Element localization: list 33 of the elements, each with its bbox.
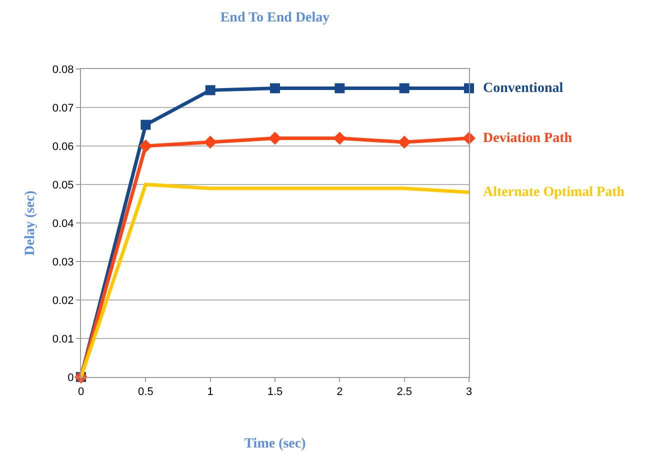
x-tick-label: 0 bbox=[78, 386, 84, 398]
x-tick-label: 1 bbox=[207, 386, 214, 398]
y-tick-label: 0.03 bbox=[52, 256, 74, 268]
y-tick-label: 0.02 bbox=[52, 294, 74, 307]
y-tick-label: 0 bbox=[68, 372, 74, 384]
series-label: Deviation Path bbox=[483, 131, 572, 146]
point bbox=[464, 83, 474, 94]
x-axis-title: Time (sec) bbox=[244, 436, 306, 452]
point bbox=[205, 85, 216, 96]
series-label: Conventional bbox=[483, 81, 564, 96]
point bbox=[334, 83, 345, 94]
y-tick-label: 0.07 bbox=[52, 102, 74, 114]
x-tick-label: 2 bbox=[336, 386, 343, 398]
point bbox=[399, 83, 410, 94]
y-tick-label: 0.01 bbox=[52, 333, 74, 346]
chart-title: End To End Delay bbox=[220, 10, 330, 26]
point bbox=[398, 136, 411, 149]
series-label: Alternate Optimal Path bbox=[483, 185, 625, 200]
x-tick-label: 0.5 bbox=[138, 386, 154, 398]
point bbox=[268, 132, 282, 145]
point bbox=[204, 136, 217, 149]
point bbox=[270, 83, 280, 94]
x-tick-label: 1.5 bbox=[267, 386, 283, 398]
point bbox=[333, 132, 346, 145]
y-tick-label: 0.04 bbox=[52, 218, 74, 230]
y-tick-label: 0.05 bbox=[52, 179, 74, 192]
y-axis-title: Delay (sec) bbox=[22, 190, 38, 256]
y-tick-label: 0.08 bbox=[52, 64, 74, 76]
x-tick-label: 2.5 bbox=[396, 386, 412, 398]
y-tick-label: 0.06 bbox=[52, 140, 74, 153]
x-tick-label: 3 bbox=[466, 386, 472, 398]
point bbox=[139, 140, 152, 152]
point bbox=[140, 120, 151, 130]
